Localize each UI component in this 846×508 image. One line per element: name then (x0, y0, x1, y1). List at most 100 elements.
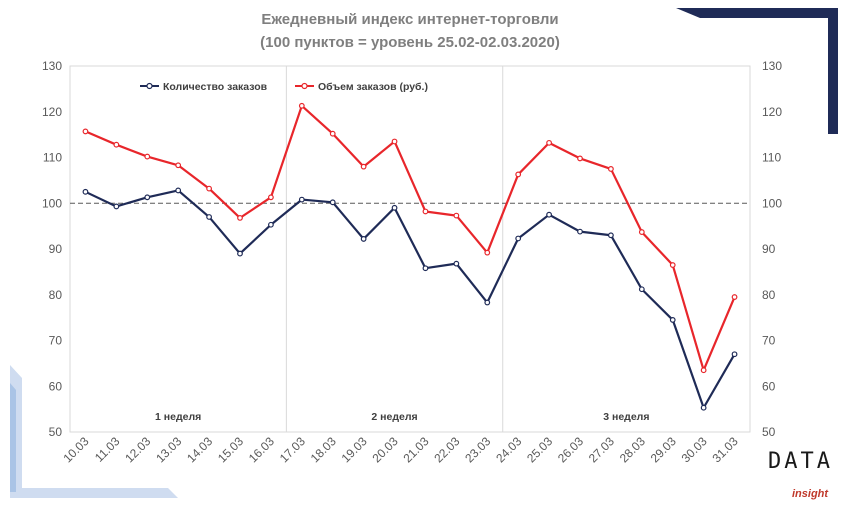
series-2-point-26.03 (577, 155, 583, 162)
series-2-point-10.03 (82, 128, 89, 135)
series-1-point-18.03 (329, 199, 336, 206)
x-axis: 10.03 11.03 12.03 13.03 14.03 15.03 16.03 17.03… (60, 434, 740, 465)
series-layer (82, 102, 738, 411)
week-label-3: 3 неделя (603, 411, 649, 423)
y-tick-left-60: 60 (49, 379, 63, 393)
series-1-point-16.03 (268, 221, 274, 228)
series-1-point-10.03 (82, 188, 89, 195)
legend-label-orders-volume: Объем заказов (руб.) (318, 81, 428, 93)
legend-marker-orders-count (146, 82, 153, 90)
y-tick-left-50: 50 (49, 425, 63, 439)
x-tick-31.03: 31.03 (710, 434, 741, 465)
series-2-point-19.03 (360, 163, 367, 170)
x-tick-13.03: 13.03 (153, 434, 184, 465)
legend: Количество заказов Объем заказов (руб.) (140, 81, 428, 93)
y-tick-right-80: 80 (762, 288, 776, 302)
series-2 (82, 102, 738, 374)
series-1-point-17.03 (298, 196, 305, 203)
series-1-point-21.03 (422, 265, 429, 272)
x-tick-16.03: 16.03 (246, 434, 277, 465)
series-1-point-11.03 (113, 203, 120, 210)
series-2-point-22.03 (453, 212, 460, 219)
series-1-point-12.03 (144, 194, 151, 201)
series-1-point-13.03 (175, 187, 182, 194)
y-tick-left-90: 90 (49, 242, 63, 256)
logo-text-sub: insight (792, 488, 829, 500)
series-1-point-30.03 (700, 404, 707, 411)
series-2-point-30.03 (700, 367, 707, 374)
legend-marker-orders-volume (301, 82, 308, 90)
series-2-point-23.03 (484, 249, 491, 256)
y-tick-left-80: 80 (49, 288, 63, 302)
series-2-point-16.03 (268, 194, 274, 201)
x-tick-29.03: 29.03 (648, 434, 679, 465)
series-2-point-13.03 (175, 162, 182, 169)
data-insight-logo: DATA insight (768, 449, 833, 500)
y-tick-left-110: 110 (43, 151, 62, 165)
x-tick-23.03: 23.03 (462, 434, 493, 465)
x-tick-24.03: 24.03 (493, 434, 524, 465)
series-2-point-17.03 (298, 102, 305, 109)
series-2-point-15.03 (237, 214, 243, 221)
plot-area (69, 65, 751, 433)
y-tick-right-110: 110 (762, 151, 781, 165)
series-1-point-20.03 (391, 204, 398, 211)
x-tick-25.03: 25.03 (524, 434, 555, 465)
series-2-point-24.03 (515, 171, 522, 178)
x-tick-30.03: 30.03 (679, 434, 710, 465)
y-axis-right: 50 60 70 80 90 100 110 120 130 (762, 59, 782, 439)
y-tick-left-70: 70 (49, 334, 63, 348)
series-1-point-26.03 (577, 228, 583, 235)
week-label-1: 1 неделя (155, 411, 201, 423)
x-tick-27.03: 27.03 (586, 434, 617, 465)
x-tick-10.03: 10.03 (60, 434, 91, 465)
series-2-point-29.03 (669, 262, 676, 268)
x-tick-11.03: 11.03 (92, 434, 123, 465)
series-1-point-19.03 (360, 236, 367, 242)
x-tick-22.03: 22.03 (431, 434, 462, 465)
series-2-point-14.03 (206, 185, 212, 192)
x-tick-18.03: 18.03 (308, 434, 339, 465)
corner-decoration-top-right (676, 8, 838, 134)
series-2-line (85, 104, 736, 372)
chart-subtitle: (100 пунктов = уровень 25.02-02.03.2020) (260, 34, 560, 51)
series-1-point-28.03 (638, 286, 645, 293)
week-label-2: 2 неделя (371, 411, 417, 423)
logo-text-main: DATA (768, 449, 833, 474)
x-tick-15.03: 15.03 (215, 434, 246, 465)
x-tick-14.03: 14.03 (184, 434, 215, 465)
x-tick-12.03: 12.03 (122, 434, 153, 465)
series-1-point-27.03 (608, 232, 614, 239)
series-2-point-12.03 (144, 153, 151, 160)
x-tick-21.03: 21.03 (400, 434, 431, 465)
series-1-point-24.03 (515, 235, 522, 242)
series-2-point-21.03 (422, 208, 429, 215)
series-2-point-20.03 (391, 138, 398, 145)
corner-decoration-bottom-left-inner (10, 383, 16, 492)
legend-label-orders-count: Количество заказов (163, 81, 268, 93)
y-tick-left-120: 120 (42, 105, 62, 119)
x-tick-20.03: 20.03 (370, 434, 401, 465)
series-1-point-29.03 (669, 317, 676, 323)
series-1-point-14.03 (206, 214, 212, 220)
series-2-point-27.03 (608, 166, 614, 172)
y-tick-right-60: 60 (762, 379, 776, 393)
series-1-point-15.03 (237, 250, 243, 257)
x-tick-19.03: 19.03 (339, 434, 370, 465)
series-2-point-25.03 (546, 139, 552, 146)
series-1-point-22.03 (453, 260, 460, 267)
series-2-point-11.03 (113, 141, 120, 148)
series-1-point-25.03 (546, 211, 552, 218)
x-tick-17.03: 17.03 (277, 434, 308, 465)
x-tick-28.03: 28.03 (617, 434, 648, 465)
y-tick-left-100: 100 (42, 196, 62, 210)
series-1-point-23.03 (484, 299, 491, 306)
chart-title: Ежедневный индекс интернет-торговли (261, 11, 558, 28)
y-tick-right-50: 50 (762, 425, 776, 439)
week-labels: 1 неделя 2 неделя 3 неделя (155, 411, 649, 423)
series-1-point-31.03 (731, 351, 738, 358)
y-tick-right-100: 100 (762, 196, 782, 210)
series-1-line (84, 189, 736, 409)
plot-border (69, 65, 751, 433)
